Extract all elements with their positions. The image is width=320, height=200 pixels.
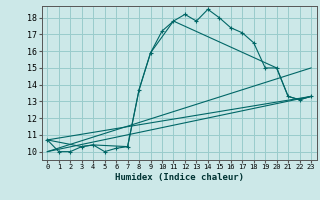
X-axis label: Humidex (Indice chaleur): Humidex (Indice chaleur) [115,173,244,182]
